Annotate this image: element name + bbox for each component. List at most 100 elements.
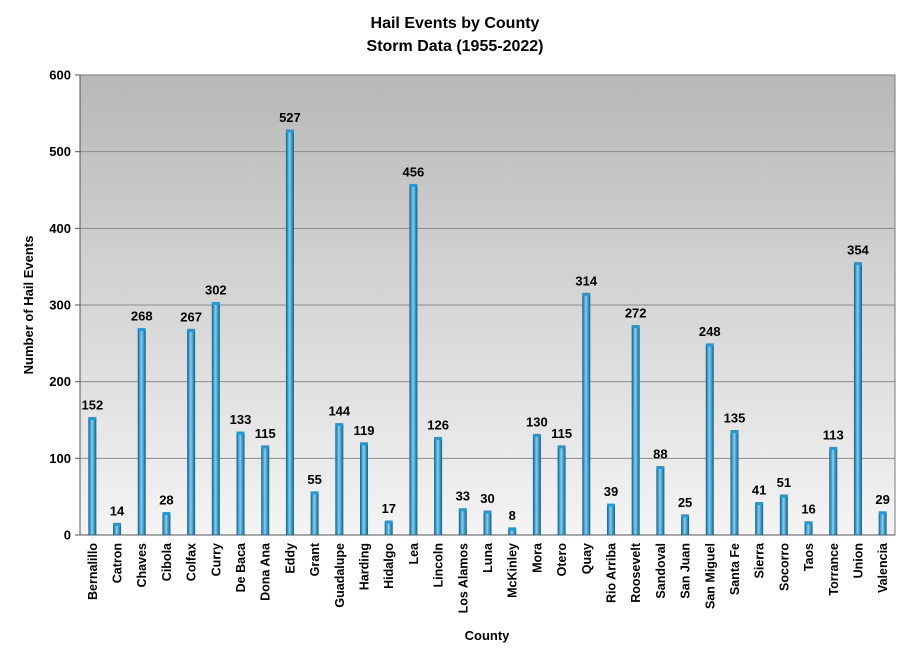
bar-cap <box>730 430 739 433</box>
x-tick-label: Chaves <box>135 543 149 588</box>
bar-body <box>582 294 591 535</box>
data-label: 115 <box>255 426 276 441</box>
bar-cap <box>360 442 369 446</box>
bar <box>285 129 294 535</box>
bar-cap <box>88 416 97 420</box>
bars <box>88 129 887 535</box>
bar-body <box>656 467 665 535</box>
bar-cap <box>310 491 319 495</box>
bar-cap <box>335 423 344 427</box>
x-tick-label: Catron <box>111 543 125 583</box>
bar <box>829 446 838 535</box>
bar-body <box>829 448 838 535</box>
x-tick-label: San Juan <box>679 543 693 599</box>
bar-cap <box>779 494 788 498</box>
y-tick-label: 300 <box>49 298 71 313</box>
bar-body <box>88 418 97 535</box>
bar-cap <box>656 466 665 470</box>
data-label: 354 <box>847 243 869 258</box>
bar <box>483 510 492 535</box>
data-labels: 1521426828267302133115527551441191745612… <box>81 110 889 523</box>
bar-body <box>779 495 788 535</box>
bar-body <box>187 330 196 535</box>
bar-cap <box>606 503 615 507</box>
bar <box>853 262 862 535</box>
bar-cap <box>631 324 640 328</box>
y-tick-label: 400 <box>49 221 71 236</box>
data-label: 17 <box>381 501 395 516</box>
bar-cap <box>508 527 517 531</box>
x-tick-label: Mora <box>530 542 544 573</box>
bar-body <box>261 446 270 535</box>
x-tick-label: San Miguel <box>703 543 717 609</box>
x-tick-label: Otero <box>555 543 569 577</box>
data-label: 16 <box>801 502 815 517</box>
x-tick-label: Luna <box>481 542 495 573</box>
bar-body <box>853 263 862 535</box>
bar-cap <box>532 433 541 437</box>
bar <box>88 416 97 535</box>
data-label: 25 <box>678 495 692 510</box>
bar-cap <box>261 445 270 449</box>
bar <box>458 508 467 535</box>
data-label: 248 <box>699 324 721 339</box>
x-tick-label: Colfax <box>185 543 199 581</box>
y-tick-label: 500 <box>49 144 71 159</box>
data-label: 88 <box>653 447 667 462</box>
data-label: 119 <box>354 423 375 438</box>
bar-cap <box>829 446 838 450</box>
bar <box>409 183 418 535</box>
bar-body <box>532 435 541 535</box>
x-tick-label: Hidalgo <box>382 543 396 589</box>
bar-body <box>409 185 418 535</box>
bar <box>606 503 615 535</box>
bar <box>557 445 566 535</box>
bar <box>755 502 764 535</box>
chart-title: Hail Events by County <box>371 15 540 32</box>
bar-body <box>310 492 319 535</box>
y-axis-title: Number of Hail Events <box>21 236 36 375</box>
bar <box>804 521 813 535</box>
bar-body <box>162 513 171 535</box>
data-label: 29 <box>875 492 889 507</box>
bar <box>384 520 393 535</box>
bar <box>656 466 665 535</box>
bar <box>162 512 171 535</box>
bar-cap <box>804 521 813 525</box>
data-label: 126 <box>427 417 449 432</box>
bar-cap <box>211 301 220 305</box>
bar-body <box>211 303 220 535</box>
bar-cap <box>557 445 566 449</box>
bar-body <box>730 431 739 535</box>
data-label: 456 <box>403 164 425 179</box>
bar-cap <box>162 512 171 516</box>
bar-body <box>631 326 640 535</box>
bar-body <box>508 528 517 535</box>
bar-cap <box>878 511 887 515</box>
bar-body <box>360 443 369 535</box>
bar-cap <box>853 262 862 266</box>
bar <box>532 433 541 535</box>
data-label: 152 <box>81 397 103 412</box>
data-label: 30 <box>480 491 494 506</box>
bar-body <box>434 438 443 535</box>
bar-body <box>384 521 393 535</box>
data-label: 28 <box>159 493 173 508</box>
x-tick-label: Socorro <box>777 543 791 591</box>
bar <box>878 511 887 535</box>
bar <box>261 445 270 535</box>
bar-cap <box>236 431 245 435</box>
x-tick-label: Union <box>851 543 865 578</box>
bar-cap <box>681 514 690 518</box>
x-tick-label: Cibola <box>160 542 174 581</box>
data-label: 130 <box>526 414 548 429</box>
bar-body <box>755 503 764 535</box>
bar-body <box>458 509 467 535</box>
x-tick-label: Bernalillo <box>86 543 100 600</box>
bar-cap <box>582 292 591 296</box>
data-label: 133 <box>230 412 252 427</box>
data-label: 267 <box>180 309 202 324</box>
data-label: 135 <box>724 411 746 426</box>
bar <box>705 343 714 535</box>
